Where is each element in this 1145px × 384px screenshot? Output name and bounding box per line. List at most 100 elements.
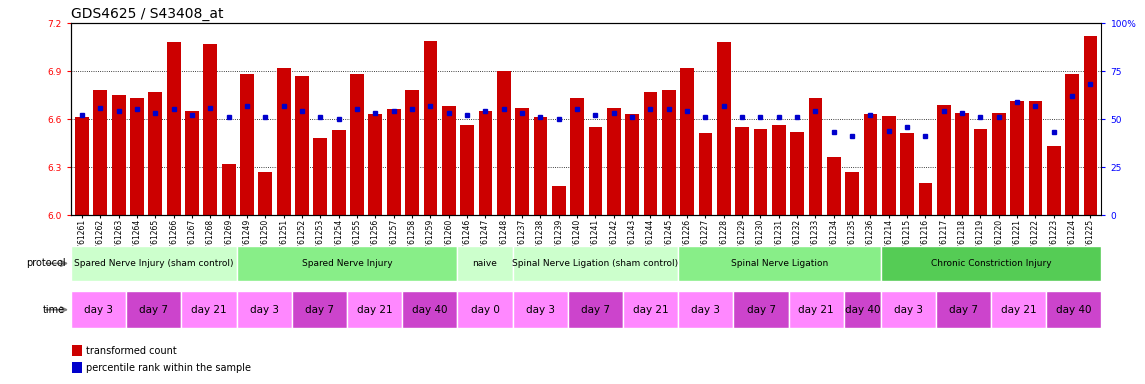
Bar — [515, 108, 529, 215]
Text: day 7: day 7 — [305, 305, 334, 315]
Bar — [479, 111, 492, 215]
Bar — [167, 42, 181, 215]
Bar — [790, 132, 804, 215]
Bar — [72, 345, 82, 356]
Text: day 3: day 3 — [526, 305, 554, 315]
Text: day 7: day 7 — [747, 305, 775, 315]
Bar — [1065, 74, 1079, 215]
Bar — [76, 118, 89, 215]
Bar — [955, 113, 969, 215]
Text: day 7: day 7 — [581, 305, 610, 315]
Text: day 21: day 21 — [1001, 305, 1036, 315]
Bar — [808, 98, 822, 215]
Bar — [181, 291, 237, 328]
Bar — [568, 291, 623, 328]
Bar — [222, 164, 236, 215]
Bar — [185, 111, 199, 215]
Bar — [350, 74, 364, 215]
Text: Spared Nerve Injury: Spared Nerve Injury — [301, 259, 393, 268]
Text: day 21: day 21 — [191, 305, 227, 315]
Bar — [126, 291, 181, 328]
Text: day 40: day 40 — [412, 305, 448, 315]
Bar — [607, 108, 621, 215]
Bar — [460, 126, 474, 215]
Bar — [698, 134, 712, 215]
Bar — [72, 362, 82, 373]
Bar — [424, 41, 437, 215]
Text: day 3: day 3 — [692, 305, 720, 315]
Bar — [314, 138, 327, 215]
Text: naive: naive — [473, 259, 497, 268]
Bar — [881, 291, 935, 328]
Bar — [204, 44, 218, 215]
Text: protocol: protocol — [25, 258, 65, 268]
Bar — [442, 106, 456, 215]
Bar — [935, 291, 992, 328]
Bar — [789, 291, 844, 328]
Bar — [292, 291, 347, 328]
Bar — [513, 291, 568, 328]
Bar — [240, 74, 254, 215]
Text: time: time — [44, 305, 65, 315]
Bar — [237, 246, 457, 281]
Text: Spared Nerve Injury (sham control): Spared Nerve Injury (sham control) — [74, 259, 234, 268]
Bar — [918, 183, 932, 215]
Text: day 21: day 21 — [798, 305, 834, 315]
Text: day 3: day 3 — [84, 305, 113, 315]
Bar — [772, 126, 785, 215]
Bar — [570, 98, 584, 215]
Bar — [71, 246, 237, 281]
Bar — [678, 291, 734, 328]
Bar — [387, 109, 401, 215]
Bar — [369, 114, 382, 215]
Bar — [149, 92, 163, 215]
Text: day 21: day 21 — [357, 305, 393, 315]
Text: day 0: day 0 — [471, 305, 499, 315]
Bar — [844, 291, 881, 328]
Bar — [827, 157, 840, 215]
Bar — [277, 68, 291, 215]
Bar — [457, 291, 513, 328]
Bar — [94, 90, 108, 215]
Text: day 40: day 40 — [845, 305, 881, 315]
Bar — [625, 114, 639, 215]
Bar — [1083, 36, 1097, 215]
Bar — [662, 90, 676, 215]
Text: Spinal Nerve Ligation: Spinal Nerve Ligation — [731, 259, 828, 268]
Bar — [735, 127, 749, 215]
Bar — [882, 116, 895, 215]
Bar — [552, 186, 566, 215]
Text: GDS4625 / S43408_at: GDS4625 / S43408_at — [71, 7, 223, 21]
Bar — [863, 114, 877, 215]
Bar — [753, 129, 767, 215]
Text: day 7: day 7 — [140, 305, 168, 315]
Bar — [623, 291, 678, 328]
Bar — [457, 246, 513, 281]
Text: day 3: day 3 — [250, 305, 278, 315]
Bar — [845, 172, 859, 215]
Text: transformed count: transformed count — [86, 346, 177, 356]
Bar — [237, 291, 292, 328]
Text: Chronic Constriction Injury: Chronic Constriction Injury — [931, 259, 1051, 268]
Text: percentile rank within the sample: percentile rank within the sample — [86, 363, 251, 373]
Bar — [332, 130, 346, 215]
Bar — [1047, 146, 1060, 215]
Bar — [734, 291, 789, 328]
Bar — [1028, 101, 1042, 215]
Bar — [992, 113, 1005, 215]
Bar — [589, 127, 602, 215]
Bar — [643, 92, 657, 215]
Bar — [900, 134, 914, 215]
Text: day 21: day 21 — [633, 305, 669, 315]
Bar — [112, 95, 126, 215]
Bar — [405, 90, 419, 215]
Bar — [534, 118, 547, 215]
Bar — [402, 291, 458, 328]
Bar — [1047, 291, 1101, 328]
Bar — [937, 105, 950, 215]
Text: day 3: day 3 — [894, 305, 923, 315]
Bar — [680, 68, 694, 215]
Bar — [131, 98, 144, 215]
Text: day 7: day 7 — [949, 305, 978, 315]
Bar — [347, 291, 402, 328]
